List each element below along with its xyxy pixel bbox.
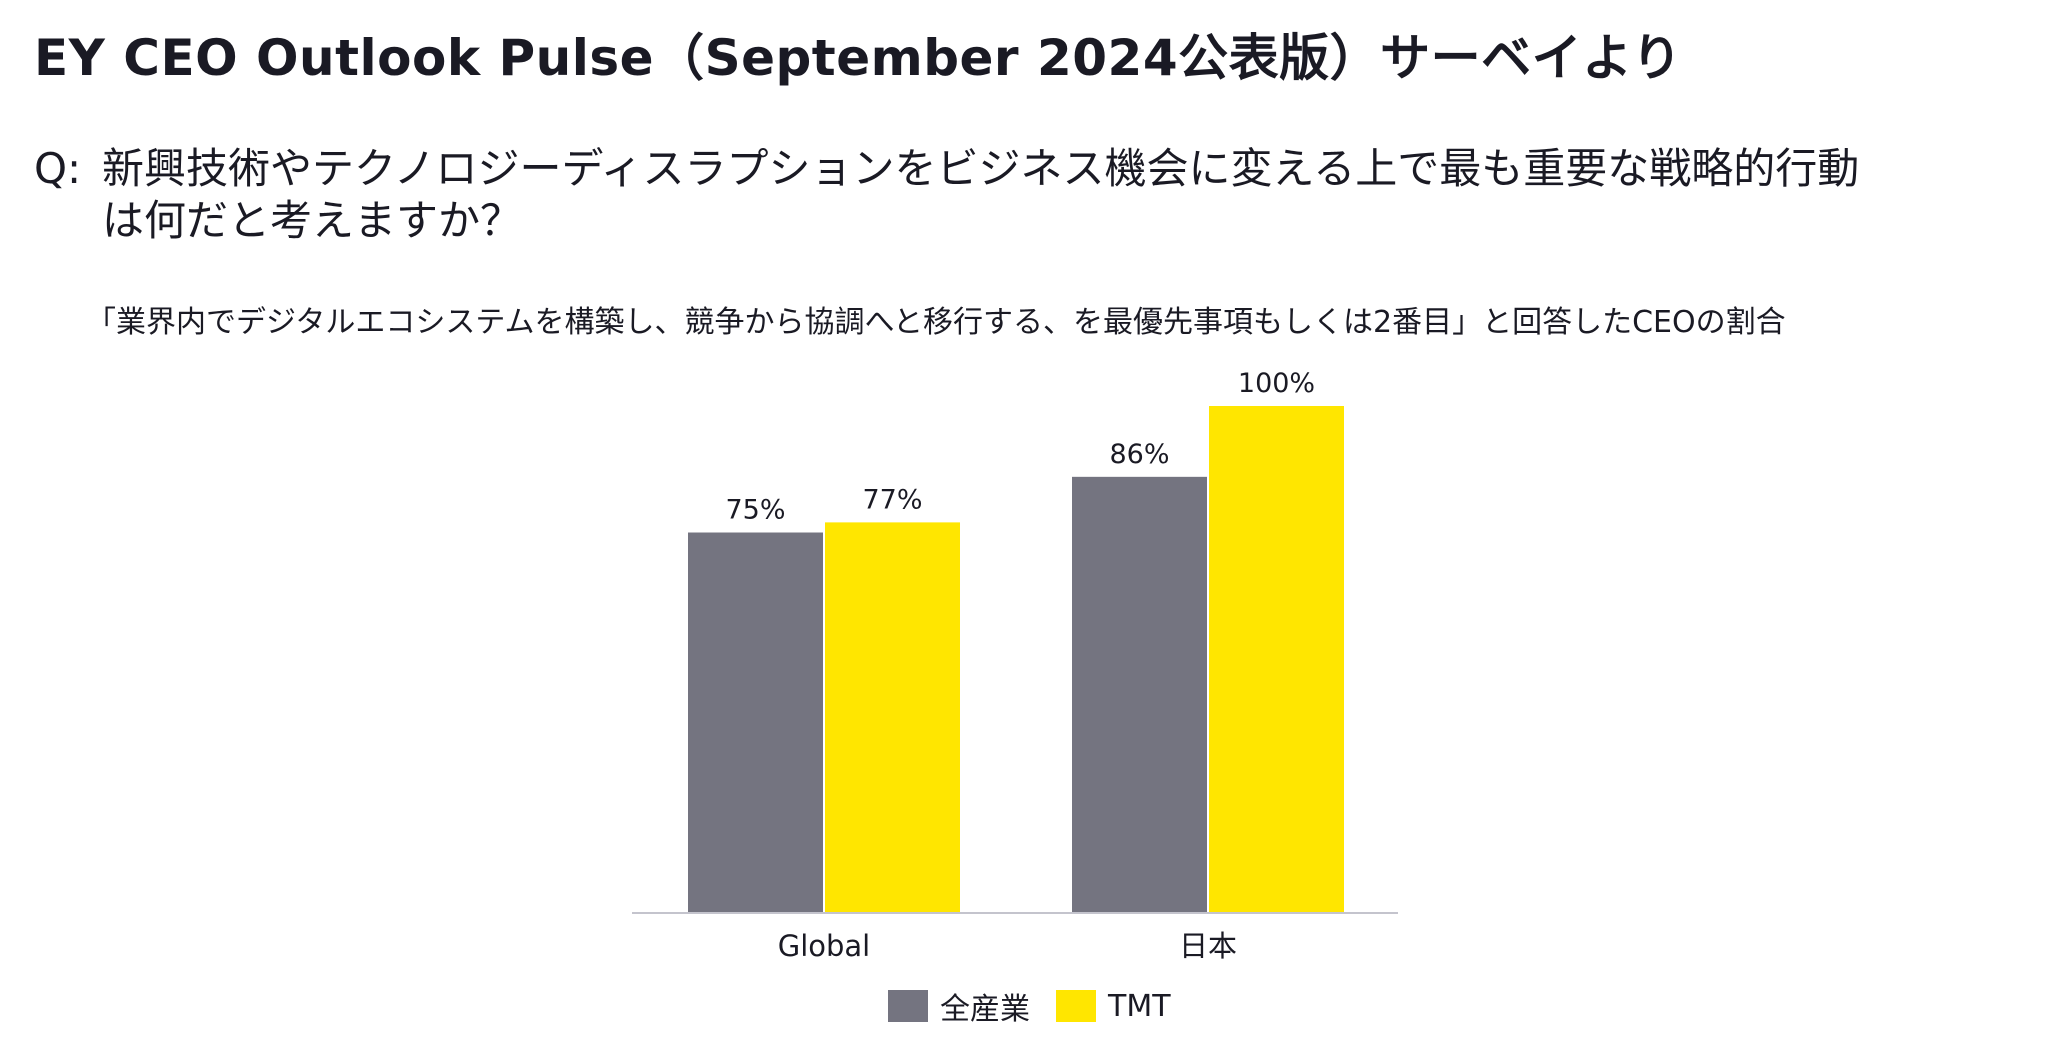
x-tick-label-global: Global — [778, 929, 871, 963]
legend-swatch-tmt — [1056, 990, 1096, 1022]
data-label-all-industries-japan: 86% — [1109, 439, 1169, 470]
legend-label-all-industries: 全産業 — [940, 992, 1030, 1027]
chart-legend: 全産業 TMT — [888, 984, 1197, 1028]
bar-tmt-global — [825, 522, 960, 912]
bar-all-industries-global — [688, 532, 823, 912]
legend-swatch-all-industries — [888, 990, 928, 1022]
question-text-line-1: 新興技術やテクノロジーディスラプションをビジネス機会に変える上で最も重要な戦略的… — [102, 144, 1860, 193]
question-text-line-2: は何だと考えますか？ — [102, 196, 523, 245]
page-title: EY CEO Outlook Pulse（September 2024公表版）サ… — [34, 29, 1683, 87]
data-label-tmt-japan: 100% — [1238, 368, 1315, 399]
data-label-tmt-global: 77% — [862, 484, 922, 515]
chart-title: 「業界内でデジタルエコシステムを構築し、競争から協調へと移行する、を最優先事項も… — [86, 305, 1786, 340]
legend-label-tmt: TMT — [1108, 988, 1171, 1024]
legend-item-all-industries: 全産業 — [888, 984, 1030, 1028]
question-prefix: Q: — [34, 144, 82, 193]
legend-item-tmt: TMT — [1056, 989, 1171, 1024]
bar-all-industries-japan — [1072, 476, 1207, 912]
data-label-all-industries-global: 75% — [725, 495, 785, 526]
bar-chart: 75% 77% Global 86% 100% 日本 — [632, 368, 1398, 963]
bar-tmt-japan — [1209, 406, 1344, 912]
x-tick-label-japan: 日本 — [1179, 929, 1237, 963]
